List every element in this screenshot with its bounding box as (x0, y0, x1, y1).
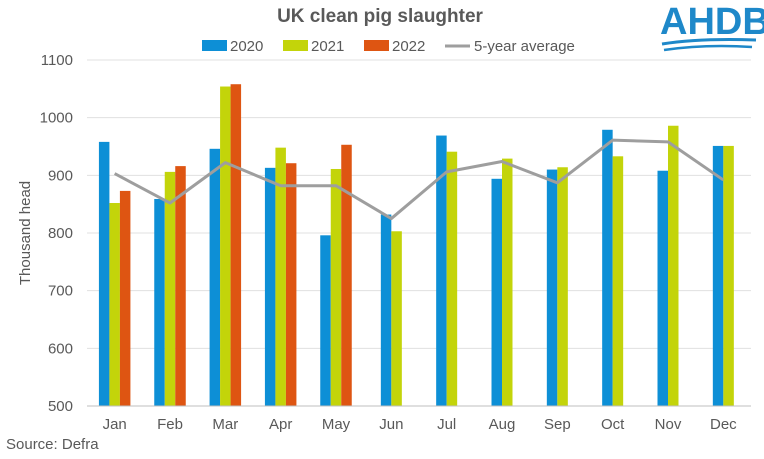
y-tick-label: 900 (48, 167, 73, 184)
bar-2020-apr (264, 167, 276, 406)
bar-2021-jan (109, 203, 120, 406)
bar-2021-oct (612, 156, 624, 406)
legend-label-average: 5-year average (474, 38, 575, 55)
x-tick-label: Jun (379, 416, 403, 433)
y-tick-label: 600 (48, 340, 73, 357)
legend-label-2020: 2020 (230, 38, 263, 55)
bar-2021-mar (220, 86, 231, 406)
gridlines (87, 59, 751, 349)
bar-2022-jan (119, 190, 131, 406)
bar-2021-jul (446, 151, 458, 406)
bar-2020-jun (380, 214, 392, 406)
legend-swatch-2022 (364, 40, 389, 51)
bar-2020-feb (154, 198, 165, 406)
average-line-group (113, 138, 725, 221)
y-tick-label: 700 (48, 283, 73, 300)
bar-2021-apr (275, 147, 286, 407)
bar-2021-feb (164, 171, 176, 406)
x-tick-label: Nov (655, 416, 682, 433)
y-axis-label: Thousand head (17, 181, 34, 285)
y-tick-label: 1100 (41, 52, 73, 69)
bar-2020-jul (436, 135, 447, 406)
bar-2021-nov (668, 125, 679, 407)
x-tick-label: Jan (103, 416, 127, 433)
source-note: Source: Defra (6, 436, 99, 453)
bar-2022-feb (175, 166, 186, 406)
bar-2020-oct (602, 129, 613, 406)
legend-label-2021: 2021 (311, 38, 344, 55)
bar-2021-aug (502, 158, 513, 406)
legend-swatch-2021 (283, 40, 308, 51)
y-axis-ticks: 500 600 700 800 900 1000 1100 (40, 52, 73, 415)
bar-2022-mar (230, 84, 242, 406)
bar-2020-may (320, 235, 331, 406)
bar-2020-sep (546, 169, 558, 406)
bar-2020-jan (98, 141, 110, 407)
ahdb-logo: AHDB (660, 1, 764, 52)
x-tick-label: Mar (212, 416, 238, 433)
x-tick-label: Feb (157, 416, 183, 433)
bar-2021-jun (391, 231, 402, 406)
y-tick-label: 500 (48, 398, 73, 415)
y-tick-label: 800 (48, 225, 73, 242)
bar-2022-apr (285, 163, 297, 406)
logo-swoosh-bottom (663, 44, 753, 52)
legend-swatch-2020 (202, 40, 227, 51)
legend-label-2022: 2022 (392, 38, 425, 55)
x-tick-label: Sep (544, 416, 571, 433)
bar-2020-dec (712, 145, 724, 406)
logo-text: AHDB (660, 1, 764, 43)
chart-title: UK clean pig slaughter (277, 6, 483, 27)
x-tick-label: Jul (437, 416, 456, 433)
bar-2022-may (341, 144, 352, 406)
bar-2020-nov (657, 170, 668, 406)
logo-swoosh-top (661, 38, 757, 46)
x-tick-label: Aug (489, 416, 516, 433)
legend: 2020 2021 2022 5-year average (202, 38, 575, 55)
x-tick-label: Apr (269, 416, 292, 433)
average-line (113, 138, 725, 221)
y-tick-label: 1000 (40, 110, 73, 127)
bar-2020-aug (491, 178, 502, 406)
bars (98, 84, 734, 407)
bar-2021-may (330, 168, 342, 406)
x-axis-ticks: Jan Feb Mar Apr May Jun Jul Aug Sep Oct Nov Dec (103, 416, 738, 433)
bar-2021-sep (557, 167, 568, 406)
bar-2021-dec (723, 145, 734, 406)
x-tick-label: Dec (710, 416, 737, 433)
x-tick-label: Oct (601, 416, 625, 433)
x-tick-label: May (322, 416, 351, 433)
bar-2020-mar (209, 148, 221, 406)
